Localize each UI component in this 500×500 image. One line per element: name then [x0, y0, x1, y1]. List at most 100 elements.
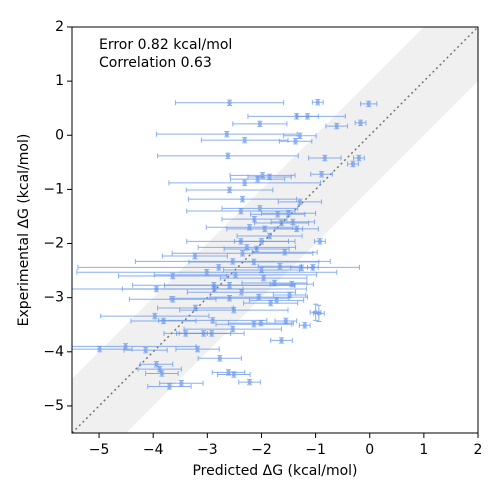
point: [161, 318, 166, 324]
data-point: [274, 317, 298, 325]
data-point: [298, 322, 311, 329]
x-tick-label: −1: [305, 442, 326, 458]
point: [204, 270, 209, 275]
annotation: Correlation 0.63: [99, 55, 212, 71]
point: [356, 155, 362, 161]
point: [226, 370, 231, 375]
point: [334, 123, 339, 129]
point: [247, 225, 252, 230]
data-point: [232, 120, 288, 128]
data-point: [283, 132, 317, 140]
data-point: [247, 173, 292, 181]
point: [259, 267, 264, 273]
point: [195, 346, 200, 352]
y-tick-label: 2: [55, 19, 64, 35]
point: [251, 259, 257, 265]
data-point: [223, 245, 290, 253]
point: [256, 294, 261, 300]
data-point: [72, 343, 197, 350]
y-tick-label: 1: [55, 73, 64, 89]
x-tick-label: −2: [251, 442, 272, 458]
data-point: [157, 304, 234, 312]
point: [152, 313, 158, 319]
point: [267, 174, 272, 180]
data-point: [188, 258, 320, 266]
data-point: [296, 113, 319, 120]
point: [238, 208, 244, 214]
point: [224, 131, 230, 137]
point: [293, 139, 298, 144]
point: [289, 281, 294, 287]
data-point: [247, 113, 346, 120]
data-point: [158, 317, 268, 324]
point: [267, 233, 272, 239]
point: [317, 239, 323, 244]
point: [240, 251, 245, 256]
point: [209, 331, 214, 336]
diagonal-line: [72, 27, 478, 433]
x-tick-label: 0: [365, 442, 374, 458]
point: [305, 114, 310, 119]
data-point: [183, 325, 282, 333]
point: [227, 100, 232, 105]
y-tick-label: 0: [55, 127, 64, 143]
point: [257, 206, 263, 211]
point: [254, 246, 259, 252]
data-point: [100, 312, 210, 320]
data-point: [310, 171, 333, 178]
data-point: [219, 274, 308, 282]
point: [227, 187, 232, 193]
data-point: [187, 195, 298, 203]
data-point: [209, 293, 308, 301]
plot-area: [72, 27, 478, 433]
point: [227, 283, 232, 288]
point: [239, 290, 244, 295]
point: [251, 321, 257, 327]
point: [315, 100, 320, 105]
data-point: [311, 99, 324, 106]
data-point: [155, 130, 298, 138]
data-point: [121, 285, 307, 293]
point: [167, 384, 172, 389]
point: [322, 155, 328, 161]
point: [225, 153, 231, 159]
point: [261, 275, 266, 281]
point: [302, 323, 307, 328]
x-axis-label: Predicted ΔG (kcal/mol): [192, 463, 357, 479]
point: [275, 212, 280, 217]
data-point: [217, 371, 251, 378]
data-point: [174, 99, 285, 106]
point: [316, 311, 322, 316]
point: [262, 226, 267, 232]
data-point: [197, 355, 242, 362]
data-point: [186, 207, 296, 215]
data-point: [325, 122, 349, 130]
point: [159, 371, 165, 376]
point: [294, 226, 299, 232]
point: [350, 161, 356, 167]
data-point: [270, 337, 293, 344]
point: [217, 356, 222, 361]
data-point: [233, 238, 290, 245]
point: [143, 347, 148, 353]
y-tick-label: −4: [43, 344, 64, 360]
data-point: [123, 346, 168, 354]
data-point: [250, 211, 306, 218]
data-point: [215, 320, 293, 328]
data-point: [157, 152, 299, 160]
data-point: [200, 136, 289, 144]
data-point: [205, 224, 294, 231]
point: [154, 362, 159, 367]
data-point: [186, 289, 297, 296]
point: [192, 253, 198, 259]
x-tick-label: −3: [197, 442, 218, 458]
point: [366, 101, 371, 107]
point: [274, 298, 279, 303]
data-point: [153, 271, 318, 279]
point: [297, 133, 303, 139]
point: [231, 307, 237, 313]
data-point: [360, 100, 378, 108]
data-point: [118, 272, 228, 280]
point: [212, 286, 217, 292]
